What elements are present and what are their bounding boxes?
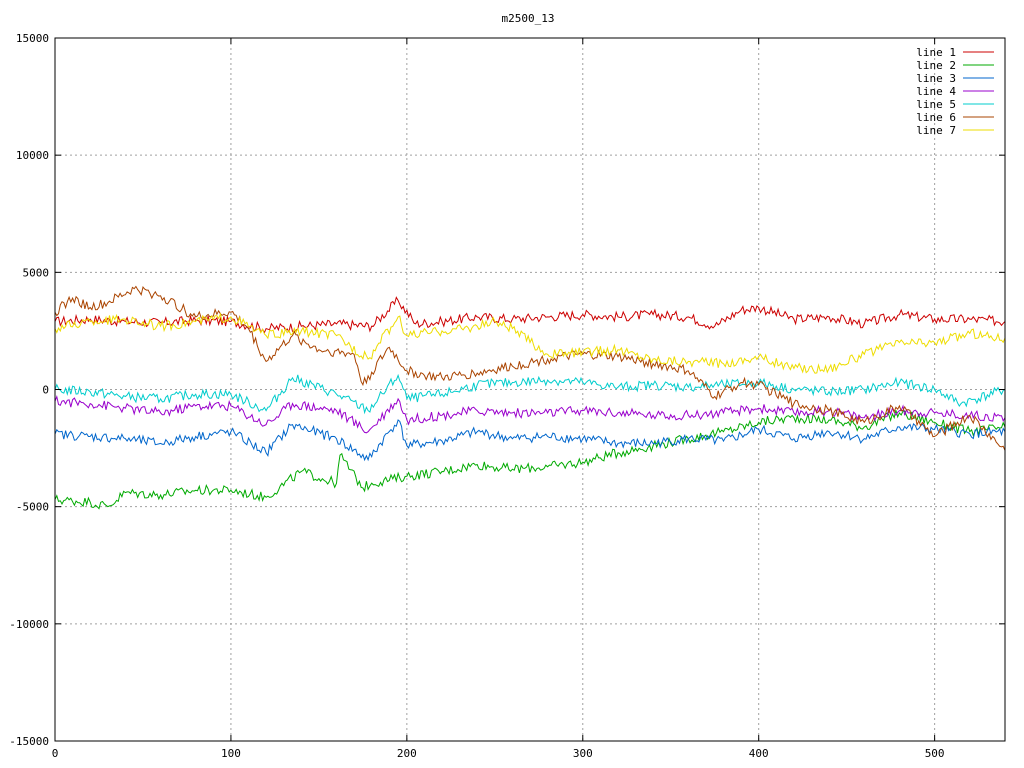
x-tick-label: 500 bbox=[925, 747, 945, 760]
y-tick-label: 5000 bbox=[23, 266, 50, 279]
x-tick-label: 300 bbox=[573, 747, 593, 760]
x-tick-label: 200 bbox=[397, 747, 417, 760]
y-tick-label: -15000 bbox=[9, 735, 49, 748]
chart-title: m2500_13 bbox=[502, 12, 555, 25]
series-line-3 bbox=[54, 419, 1006, 462]
legend-label: line 4 bbox=[916, 85, 956, 98]
axes: 0 100 200 300 400 500 -15000 -10000 -5000 0 5000 10… bbox=[9, 32, 1005, 760]
series-lines bbox=[54, 285, 1006, 510]
series-line-6 bbox=[54, 285, 1006, 451]
y-tick-label: -5000 bbox=[16, 501, 49, 514]
y-tick-label: -10000 bbox=[9, 618, 49, 631]
series-line-4 bbox=[54, 395, 1006, 434]
series-line-2 bbox=[54, 410, 1006, 510]
legend-label: line 7 bbox=[916, 124, 956, 137]
series-line-7 bbox=[54, 312, 1006, 374]
series-line-5 bbox=[54, 373, 1006, 415]
legend-label: line 1 bbox=[916, 46, 956, 59]
legend-label: line 2 bbox=[916, 59, 956, 72]
legend-label: line 6 bbox=[916, 111, 956, 124]
y-tick-label: 15000 bbox=[16, 32, 49, 45]
legend-label: line 5 bbox=[916, 98, 956, 111]
legend-label: line 3 bbox=[916, 72, 956, 85]
x-tick-label: 100 bbox=[221, 747, 241, 760]
y-tick-label: 0 bbox=[42, 384, 49, 397]
x-tick-label: 0 bbox=[52, 747, 59, 760]
grid bbox=[55, 38, 1005, 741]
x-tick-label: 400 bbox=[749, 747, 769, 760]
y-tick-label: 10000 bbox=[16, 149, 49, 162]
